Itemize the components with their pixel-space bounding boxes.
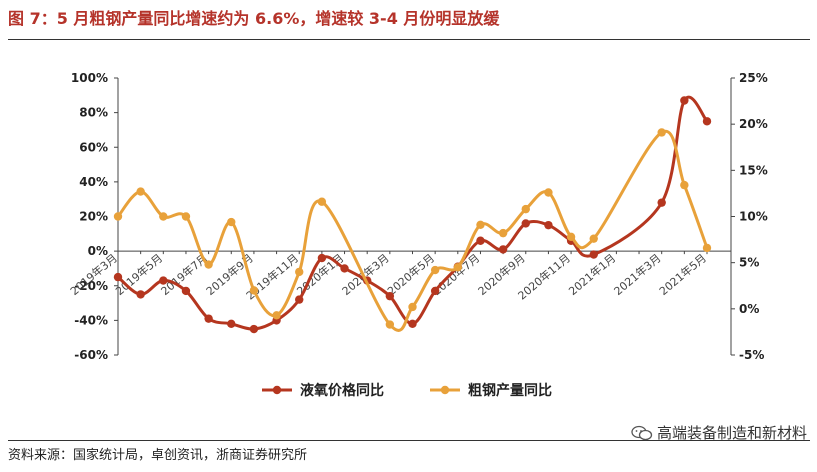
data-point-lox-price-yoy [544, 220, 553, 230]
data-point-crude-steel-output-yoy [295, 267, 304, 277]
right-axis-tick-label: -5% [739, 348, 764, 362]
data-point-crude-steel-output-yoy [181, 212, 191, 221]
data-point-crude-steel-output-yoy [521, 204, 530, 214]
data-point-crude-steel-output-yoy [408, 302, 417, 312]
data-point-lox-price-yoy [136, 290, 145, 299]
data-point-crude-steel-output-yoy [566, 232, 576, 242]
data-point-lox-price-yoy [521, 219, 530, 228]
legend-swatch-marker [440, 385, 450, 395]
right-axis-tick-label: 0% [739, 302, 759, 316]
left-axis-tick-label: 80% [79, 106, 108, 120]
legend-swatch-marker [272, 385, 282, 395]
right-axis-tick-label: 10% [739, 210, 768, 224]
data-point-lox-price-yoy [159, 276, 168, 285]
data-point-lox-price-yoy [498, 245, 508, 254]
source-note: 资料来源：国家统计局，卓创资讯，浙商证券研究所 [8, 448, 308, 463]
left-axis-tick-label: 40% [79, 175, 108, 189]
data-point-crude-steel-output-yoy [136, 187, 145, 196]
data-point-lox-price-yoy [317, 253, 327, 263]
data-point-crude-steel-output-yoy [249, 286, 259, 295]
legend-label: 粗钢产量同比 [468, 382, 552, 399]
data-point-crude-steel-output-yoy [589, 234, 598, 243]
legend-label: 液氧价格同比 [300, 382, 384, 399]
x-axis-tick-label: 2020年5月 [384, 251, 437, 298]
figure-title: 图 7：5 月粗钢产量同比增速约为 6.6%，增速较 3-4 月份明显放缓 [8, 9, 500, 28]
series-line-crude-steel-output-yoy [116, 129, 709, 332]
data-point-lox-price-yoy [227, 319, 236, 329]
left-axis-tick-label: -40% [74, 313, 108, 327]
data-point-lox-price-yoy [113, 272, 123, 282]
data-point-crude-steel-output-yoy [113, 212, 123, 221]
data-point-crude-steel-output-yoy [498, 228, 508, 238]
left-axis-tick-label: 100% [71, 71, 108, 85]
left-axis-tick-label: 20% [79, 210, 108, 224]
x-axis-tick-label: 2021年5月 [656, 251, 709, 298]
data-point-crude-steel-output-yoy [680, 180, 689, 190]
right-axis-tick-label: 25% [739, 71, 768, 85]
footer-divider [8, 440, 810, 441]
data-point-crude-steel-output-yoy [227, 217, 236, 227]
left-axis-tick-label: 0% [88, 244, 108, 258]
left-axis-tick-label: 60% [79, 140, 108, 154]
data-point-lox-price-yoy [340, 264, 349, 273]
data-point-lox-price-yoy [249, 324, 259, 334]
data-point-crude-steel-output-yoy [385, 320, 395, 329]
watermark-text: 高端装备制造和新材料 [656, 424, 807, 442]
title-divider [8, 39, 810, 40]
data-point-lox-price-yoy [385, 291, 395, 301]
data-point-crude-steel-output-yoy [657, 128, 666, 137]
data-point-lox-price-yoy [204, 314, 213, 323]
data-point-crude-steel-output-yoy [272, 311, 281, 320]
data-point-lox-price-yoy [680, 96, 689, 105]
right-axis-tick-label: 20% [739, 117, 768, 131]
data-point-crude-steel-output-yoy [453, 263, 463, 272]
data-point-crude-steel-output-yoy [317, 197, 327, 206]
watermark: 高端装备制造和新材料 [631, 422, 807, 443]
right-axis-tick-label: 5% [739, 256, 759, 270]
data-point-lox-price-yoy [657, 198, 666, 207]
right-axis-tick-label: 15% [739, 163, 768, 177]
data-point-crude-steel-output-yoy [204, 260, 213, 269]
data-point-lox-price-yoy [430, 286, 440, 296]
data-point-lox-price-yoy [476, 236, 485, 245]
data-point-lox-price-yoy [408, 319, 417, 329]
data-point-crude-steel-output-yoy [159, 212, 168, 221]
data-point-lox-price-yoy [295, 295, 304, 304]
wechat-icon [631, 425, 653, 440]
data-point-lox-price-yoy [181, 286, 191, 296]
line-chart: -60% -40% -20% 0% 20% 40% 60% 80% 100% -5% 0% 5% 10%… [67, 71, 768, 399]
data-point-lox-price-yoy [589, 250, 598, 259]
x-axis-tick-label: 2021年3月 [611, 251, 664, 298]
left-axis-tick-label: -60% [74, 348, 108, 362]
data-point-lox-price-yoy [702, 117, 712, 126]
data-point-crude-steel-output-yoy [430, 265, 440, 275]
data-point-crude-steel-output-yoy [544, 188, 553, 197]
left-axis-tick-label: -20% [74, 279, 108, 293]
data-point-crude-steel-output-yoy [476, 220, 485, 230]
data-point-crude-steel-output-yoy [702, 243, 712, 253]
